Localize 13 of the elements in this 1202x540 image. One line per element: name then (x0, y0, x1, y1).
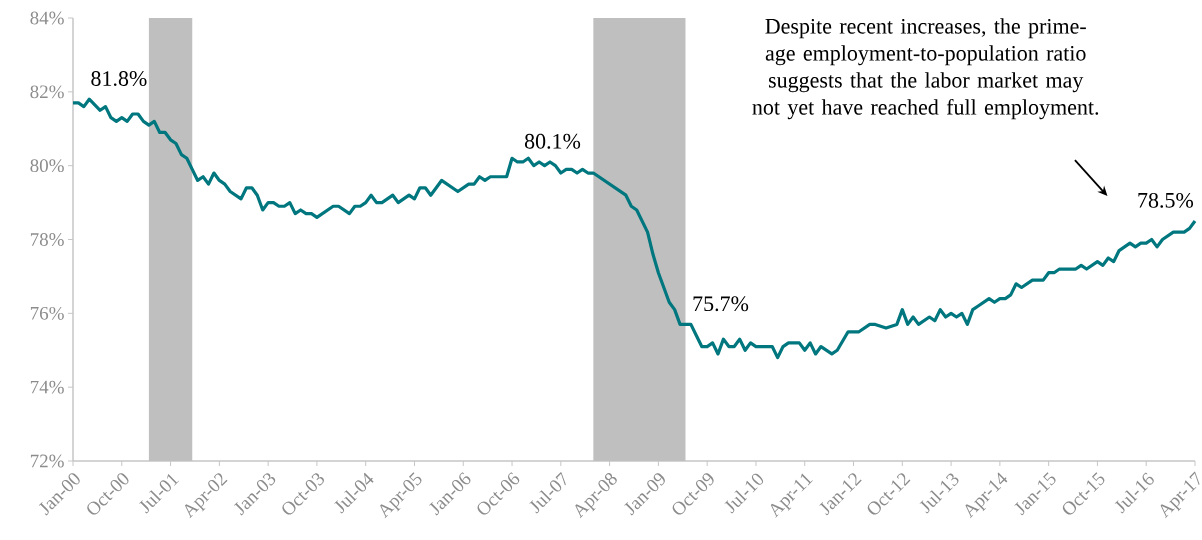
annotation: 80.1% (524, 133, 581, 149)
y-tick-label: 78% (30, 233, 64, 246)
y-tick-label: 72% (30, 454, 64, 468)
y-tick-label: 84% (30, 11, 64, 25)
annotation: 78.5% (1138, 192, 1194, 208)
y-tick-label: 80% (30, 159, 64, 173)
annotation: Despite recent increases, the prime-age employment-to-population ratio suggests that the labor market may not yet have reached full employment. (752, 18, 1099, 120)
annotation: 75.7% (693, 296, 749, 312)
y-tick-label: 76% (30, 306, 64, 320)
y-tick-label: 74% (30, 380, 64, 394)
y-tick-label: 82% (30, 85, 64, 99)
line-series (71, 97, 1197, 360)
annotation: 81.8% (91, 71, 147, 87)
